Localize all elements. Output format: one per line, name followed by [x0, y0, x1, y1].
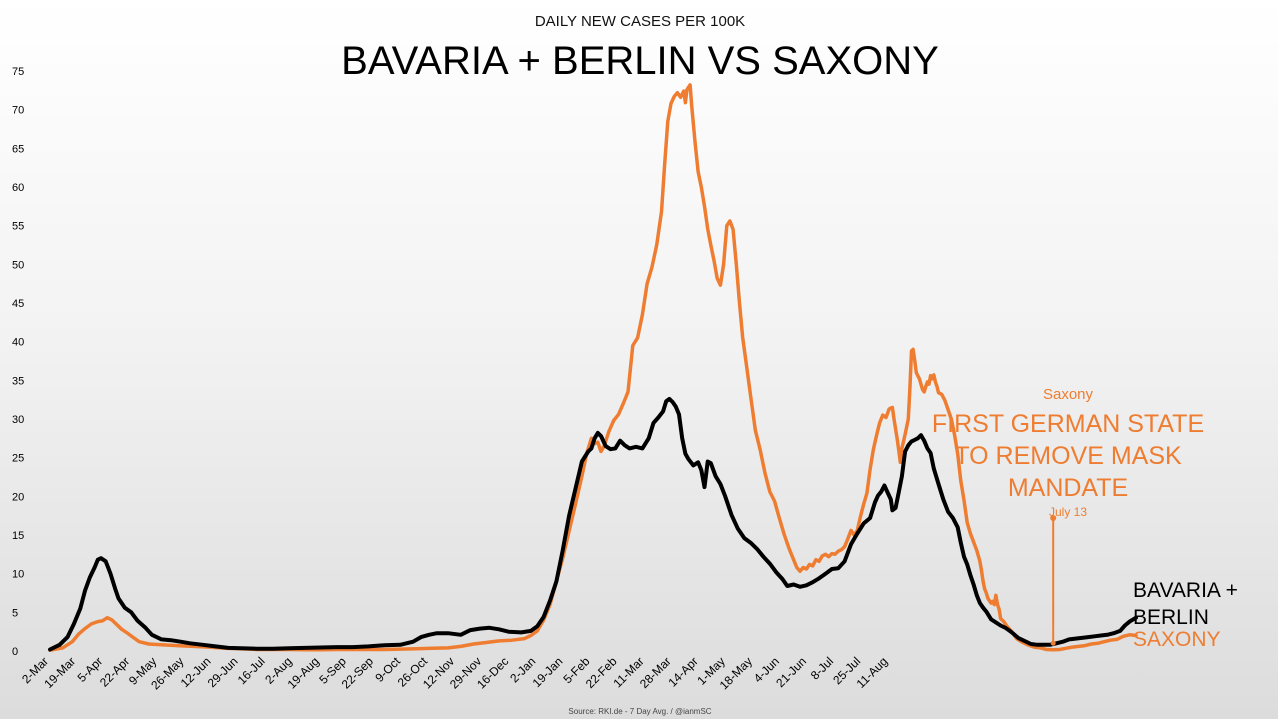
- y-tick-label: 5: [12, 607, 18, 619]
- y-tick-label: 45: [12, 298, 24, 310]
- annotation-state: Saxony: [1043, 386, 1094, 403]
- y-tick-label: 35: [12, 375, 24, 387]
- y-tick-label: 75: [12, 66, 24, 78]
- annotation-text: TO REMOVE MASK: [954, 442, 1182, 470]
- annotation-dot: [1050, 640, 1056, 646]
- chart-subtitle: DAILY NEW CASES PER 100K: [535, 13, 745, 30]
- series-layer: [48, 83, 1138, 652]
- annotation-date: July 13: [1049, 505, 1087, 519]
- x-tick-label: 11-Aug: [854, 654, 891, 691]
- y-tick-label: 70: [12, 105, 24, 117]
- x-tick-label: 21-Jun: [773, 654, 809, 690]
- x-tick-label: 29-Jun: [205, 654, 241, 690]
- y-tick-label: 55: [12, 221, 24, 233]
- annotation-text: MANDATE: [1008, 474, 1128, 502]
- y-tick-label: 60: [12, 182, 24, 194]
- annotation: Saxony FIRST GERMAN STATE TO REMOVE MASK MA…: [932, 386, 1204, 646]
- x-tick-label: 19-Jan: [530, 654, 566, 690]
- x-tick-label: 28-Mar: [637, 654, 674, 691]
- y-tick-label: 15: [12, 530, 24, 542]
- y-tick-label: 65: [12, 143, 24, 155]
- annotation-text: FIRST GERMAN STATE: [932, 410, 1204, 438]
- y-tick-label: 20: [12, 491, 24, 503]
- y-axis: 0 5 10 15 20 25 30 35 40 45 50 55 60 65 70 75: [12, 66, 24, 658]
- source-note: Source: RKI.de - 7 Day Avg. / @ianmSC: [568, 707, 711, 716]
- y-tick-label: 25: [12, 453, 24, 465]
- series-line-bavaria-berlin: [48, 396, 1138, 652]
- x-axis: 2-Mar19-Mar5-Apr22-Apr9-May26-May12-Jun2…: [19, 654, 890, 693]
- y-tick-label: 10: [12, 569, 24, 581]
- y-tick-label: 40: [12, 337, 24, 349]
- legend-bavaria-berlin: BAVARIA +: [1133, 579, 1238, 602]
- series-line-saxony: [48, 83, 1138, 652]
- x-tick-label: 19-Mar: [41, 654, 78, 691]
- x-tick-label: 14-Apr: [665, 654, 700, 689]
- y-tick-label: 50: [12, 259, 24, 271]
- y-tick-label: 0: [12, 646, 18, 658]
- legend-saxony: SAXONY: [1133, 628, 1221, 651]
- y-tick-label: 30: [12, 414, 24, 426]
- chart-title: BAVARIA + BERLIN VS SAXONY: [341, 39, 939, 83]
- x-tick-label: 16-Jul: [235, 654, 268, 687]
- annotation-dot: [1050, 514, 1057, 521]
- x-tick-label: 22-Apr: [97, 654, 132, 689]
- legend-bavaria-berlin: BERLIN: [1133, 606, 1209, 629]
